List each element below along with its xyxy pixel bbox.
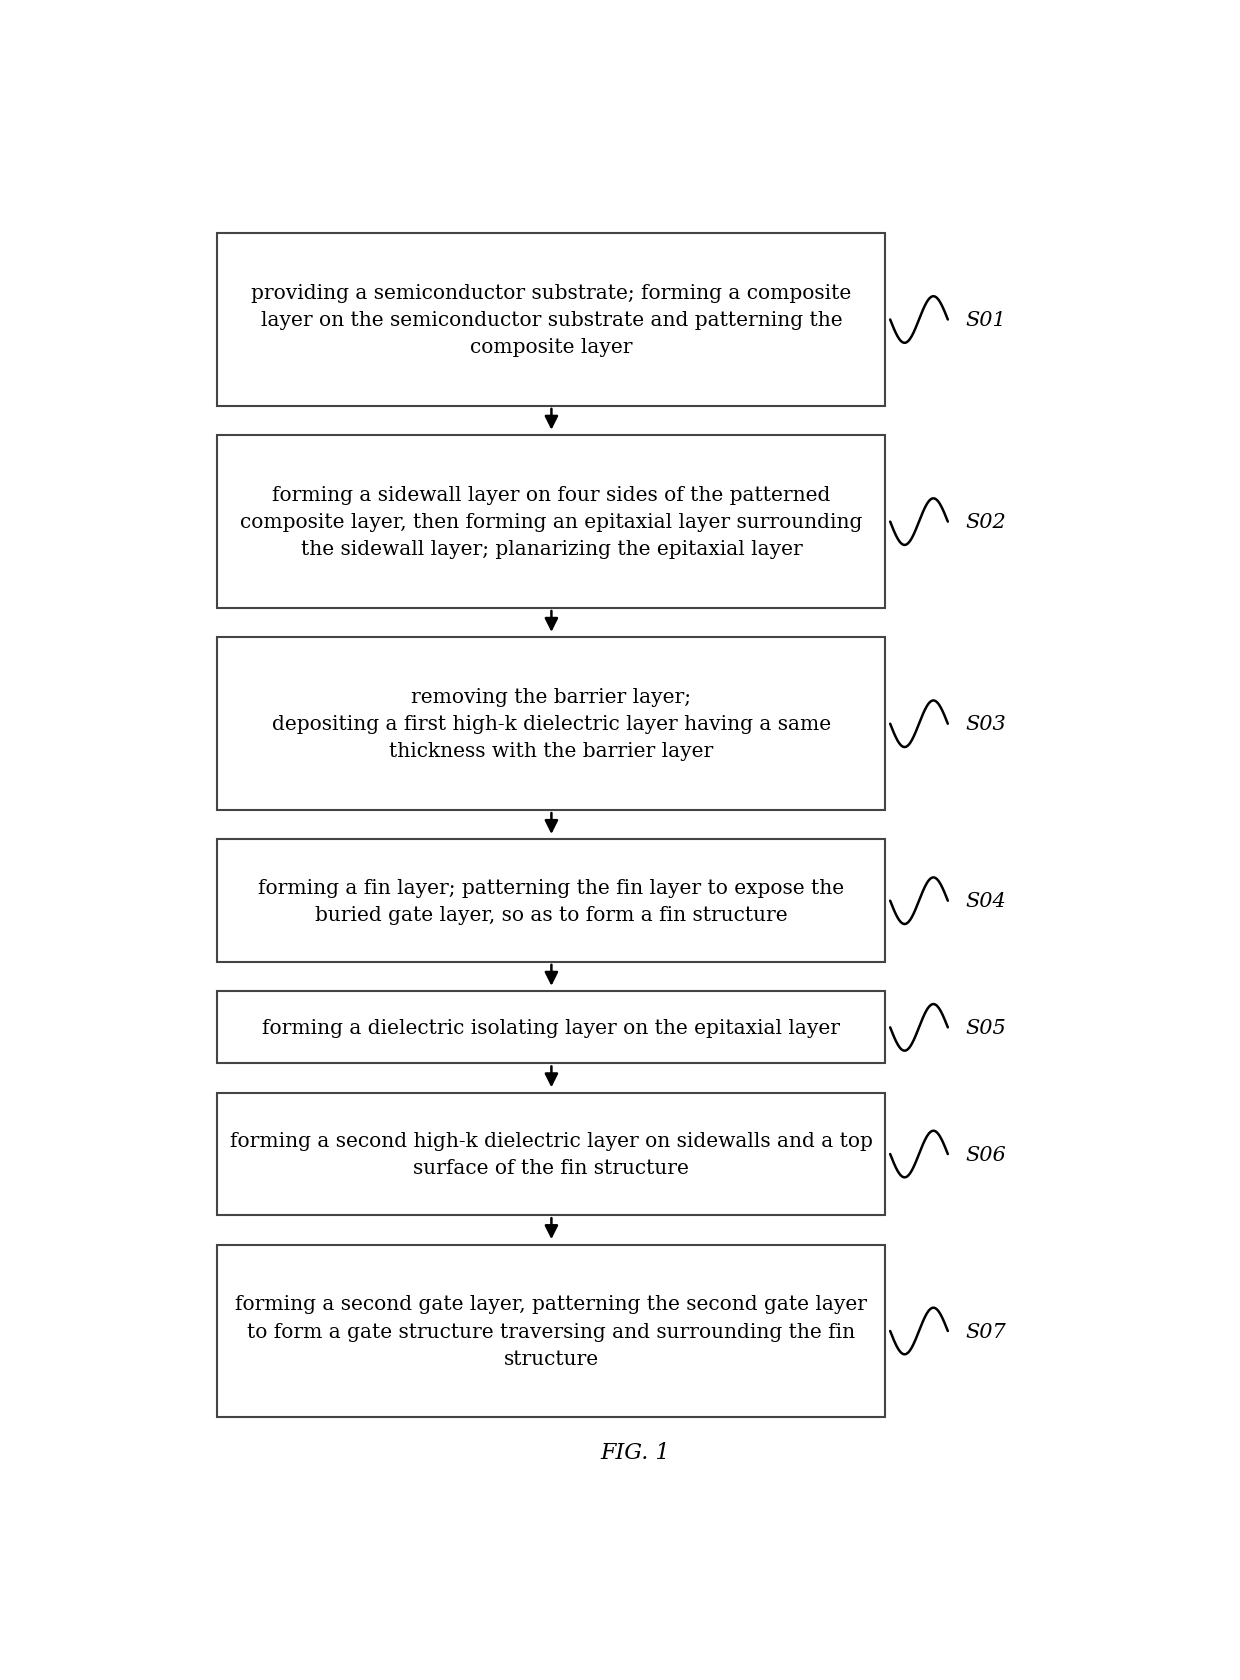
- Text: removing the barrier layer;
depositing a first high-k dielectric layer having a : removing the barrier layer; depositing a…: [272, 687, 831, 761]
- Text: S04: S04: [965, 892, 1006, 911]
- FancyBboxPatch shape: [217, 234, 885, 407]
- Text: S02: S02: [965, 512, 1006, 533]
- FancyBboxPatch shape: [217, 840, 885, 963]
- Text: FIG. 1: FIG. 1: [600, 1441, 671, 1463]
- Text: forming a fin layer; patterning the fin layer to expose the
buried gate layer, s: forming a fin layer; patterning the fin …: [258, 879, 844, 924]
- Text: S07: S07: [965, 1322, 1006, 1341]
- Text: providing a semiconductor substrate; forming a composite
layer on the semiconduc: providing a semiconductor substrate; for…: [252, 284, 852, 358]
- Text: S06: S06: [965, 1144, 1006, 1164]
- Text: S01: S01: [965, 311, 1006, 329]
- FancyBboxPatch shape: [217, 1245, 885, 1418]
- Text: forming a sidewall layer on four sides of the patterned
composite layer, then fo: forming a sidewall layer on four sides o…: [241, 486, 863, 559]
- FancyBboxPatch shape: [217, 1094, 885, 1216]
- Text: S05: S05: [965, 1018, 1006, 1037]
- FancyBboxPatch shape: [217, 991, 885, 1063]
- Text: forming a dielectric isolating layer on the epitaxial layer: forming a dielectric isolating layer on …: [263, 1018, 841, 1037]
- Text: S03: S03: [965, 714, 1006, 734]
- FancyBboxPatch shape: [217, 638, 885, 811]
- Text: forming a second high-k dielectric layer on sidewalls and a top
surface of the f: forming a second high-k dielectric layer…: [229, 1131, 873, 1178]
- FancyBboxPatch shape: [217, 435, 885, 608]
- Text: forming a second gate layer, patterning the second gate layer
to form a gate str: forming a second gate layer, patterning …: [236, 1295, 868, 1368]
